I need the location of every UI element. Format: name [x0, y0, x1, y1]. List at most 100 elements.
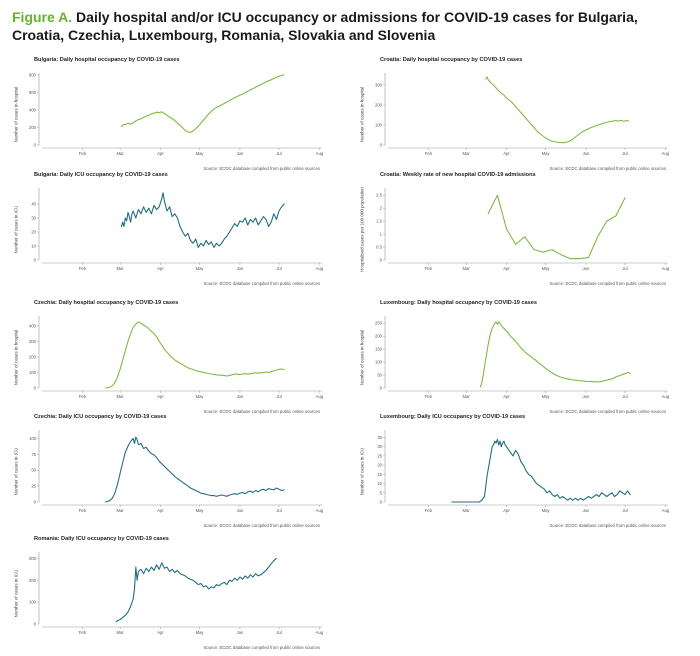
chart-svg: 0 50 100 150 200 250 Feb Mar Apr May Jun Jul Aug: [375, 316, 670, 399]
y-tick-label: 25: [377, 453, 382, 458]
series-line: [487, 194, 626, 260]
x-tick-label: Mar: [117, 508, 125, 513]
x-tick-label: May: [196, 266, 205, 271]
chart-title: Bulgaria: Daily ICU occupancy by COVID-1…: [34, 172, 168, 178]
x-tick-label: Feb: [425, 394, 433, 399]
x-tick-label: May: [196, 394, 205, 399]
y-tick-label: 300: [29, 339, 37, 344]
y-tick-label: 0: [380, 386, 383, 391]
x-tick-label: Feb: [79, 508, 87, 513]
y-tick-label: 200: [29, 578, 37, 583]
panel-czechia-icu: Czechia: Daily ICU occupancy by COVID-19…: [4, 414, 324, 532]
y-tick-label: 200: [375, 103, 383, 108]
x-tick-label: Mar: [117, 266, 125, 271]
chart-source: Source: ECDC database compiled from publ…: [203, 645, 320, 650]
chart-title: Czechia: Daily hospital occupancy by COV…: [34, 300, 179, 306]
x-tick-label: Jun: [237, 394, 244, 399]
figure-label: Figure A.: [12, 9, 73, 25]
chart-title: Croatia: Weekly rate of new hospital COV…: [380, 172, 536, 178]
x-tick-label: Jun: [237, 266, 244, 271]
x-tick-label: Jul: [622, 151, 627, 156]
x-tick-label: Feb: [79, 151, 87, 156]
x-tick-label: May: [542, 266, 551, 271]
y-tick-label: 0.5: [376, 245, 382, 250]
series-line: [120, 192, 285, 248]
series-line: [120, 74, 285, 133]
y-tick-label: 1: [380, 232, 383, 237]
x-tick-label: May: [542, 394, 551, 399]
y-tick-label: 0: [380, 143, 383, 148]
x-tick-label: Jun: [237, 630, 244, 635]
x-tick-label: Jul: [622, 266, 627, 271]
y-tick-label: 10: [31, 244, 36, 249]
chart-source: Source: ECDC database compiled from publ…: [203, 409, 320, 414]
y-tick-label: 35: [377, 435, 382, 440]
x-tick-label: Jul: [622, 394, 627, 399]
x-tick-label: Apr: [503, 266, 510, 271]
y-tick-label: 100: [29, 436, 37, 441]
x-tick-label: Mar: [463, 266, 471, 271]
x-tick-label: Jul: [276, 630, 281, 635]
figure-title: Figure A. Daily hospital and/or ICU occu…: [12, 8, 692, 44]
x-tick-label: Jun: [237, 508, 244, 513]
chart-svg: 0 100 200 300 Feb Mar Apr May Jun Jul Aug: [375, 73, 670, 156]
x-tick-label: Aug: [316, 394, 324, 399]
y-tick-label: 75: [31, 452, 36, 457]
x-tick-label: Jun: [237, 151, 244, 156]
series-line: [105, 321, 285, 389]
x-tick-label: Jul: [276, 151, 281, 156]
chart-title: Luxembourg: Daily ICU occupancy by COVID…: [380, 414, 526, 420]
chart-svg: 0 10 20 30 40 Feb Mar Apr May Jun Jul Aug: [31, 188, 324, 271]
chart-svg: 0 0.5 1 1.5 2 2.5 Feb Mar Apr May Jun Jul Aug: [376, 188, 670, 271]
x-tick-label: Aug: [316, 630, 324, 635]
panel-croatia-admissions: Croatia: Weekly rate of new hospital COV…: [350, 172, 670, 290]
x-tick-label: Feb: [425, 508, 433, 513]
x-tick-label: Jul: [276, 394, 281, 399]
x-tick-label: Aug: [316, 151, 324, 156]
x-tick-label: Aug: [662, 151, 670, 156]
panel-croatia-hospital: Croatia: Daily hospital occupancy by COV…: [350, 57, 670, 175]
chart-svg: 0 100 200 300 400 Feb Mar Apr May Jun Jul Aug: [29, 316, 324, 399]
y-tick-label: 0: [380, 500, 383, 505]
chart-source: Source: ECDC database compiled from publ…: [549, 166, 666, 171]
panel-luxembourg-hospital: Luxembourg: Daily hospital occupancy by …: [350, 300, 670, 418]
x-tick-label: Feb: [79, 630, 87, 635]
x-tick-label: Jul: [622, 508, 627, 513]
x-tick-label: Apr: [157, 151, 164, 156]
y-tick-label: 100: [375, 123, 383, 128]
x-tick-label: Jun: [583, 151, 590, 156]
y-tick-label: 100: [375, 360, 383, 365]
series-line: [105, 436, 285, 503]
series-line: [115, 557, 277, 623]
x-tick-label: Feb: [425, 266, 433, 271]
y-tick-label: 20: [377, 463, 382, 468]
y-tick-label: 5: [380, 490, 383, 495]
x-tick-label: Aug: [662, 266, 670, 271]
x-tick-label: Feb: [79, 394, 87, 399]
y-tick-label: 600: [29, 90, 37, 95]
y-tick-label: 400: [29, 323, 37, 328]
chart-source: Source: ECDC database compiled from publ…: [549, 523, 666, 528]
x-tick-label: Mar: [463, 508, 471, 513]
y-tick-label: 300: [375, 83, 383, 88]
x-tick-label: Aug: [662, 508, 670, 513]
x-tick-label: Apr: [157, 630, 164, 635]
x-tick-label: Apr: [503, 151, 510, 156]
y-tick-label: 0: [380, 258, 383, 263]
x-tick-label: May: [196, 508, 205, 513]
y-tick-label: 50: [377, 373, 382, 378]
x-tick-label: Aug: [316, 508, 324, 513]
y-tick-label: 200: [29, 354, 37, 359]
x-tick-label: Mar: [463, 394, 471, 399]
x-tick-label: Mar: [117, 630, 125, 635]
y-tick-label: 30: [377, 444, 382, 449]
chart-source: Source: ECDC database compiled from publ…: [203, 281, 320, 286]
y-tick-label: 0: [34, 258, 37, 263]
x-tick-label: Jun: [583, 394, 590, 399]
panel-luxembourg-icu: Luxembourg: Daily ICU occupancy by COVID…: [350, 414, 670, 532]
x-tick-label: Jul: [276, 508, 281, 513]
chart-title: Romania: Daily ICU occupancy by COVID-19…: [34, 536, 169, 542]
x-tick-label: Aug: [316, 266, 324, 271]
x-tick-label: May: [196, 151, 205, 156]
y-tick-label: 100: [29, 600, 37, 605]
